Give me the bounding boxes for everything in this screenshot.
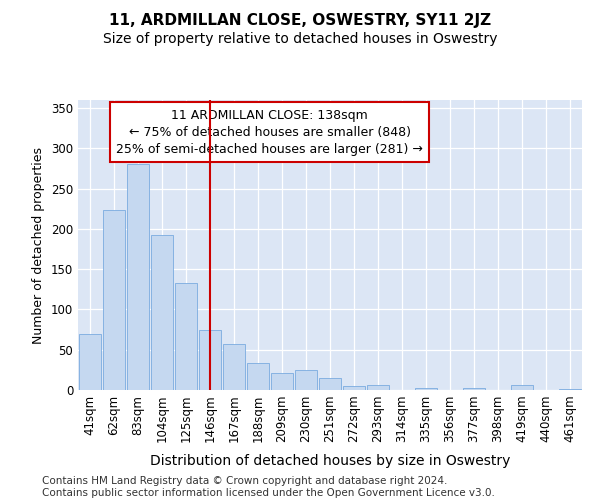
Y-axis label: Number of detached properties: Number of detached properties: [32, 146, 46, 344]
Text: 11, ARDMILLAN CLOSE, OSWESTRY, SY11 2JZ: 11, ARDMILLAN CLOSE, OSWESTRY, SY11 2JZ: [109, 12, 491, 28]
Bar: [319, 378, 341, 390]
Bar: [415, 388, 437, 390]
Text: Contains HM Land Registry data © Crown copyright and database right 2024.
Contai: Contains HM Land Registry data © Crown c…: [42, 476, 495, 498]
Text: 11 ARDMILLAN CLOSE: 138sqm
← 75% of detached houses are smaller (848)
25% of sem: 11 ARDMILLAN CLOSE: 138sqm ← 75% of deta…: [116, 108, 423, 156]
Bar: [127, 164, 149, 390]
Bar: [367, 385, 389, 390]
Bar: [199, 330, 221, 390]
Bar: [463, 388, 485, 390]
Bar: [343, 386, 365, 390]
X-axis label: Distribution of detached houses by size in Oswestry: Distribution of detached houses by size …: [150, 454, 510, 468]
Bar: [511, 385, 533, 390]
Text: Size of property relative to detached houses in Oswestry: Size of property relative to detached ho…: [103, 32, 497, 46]
Bar: [295, 370, 317, 390]
Bar: [151, 236, 173, 390]
Bar: [79, 334, 101, 390]
Bar: [103, 210, 125, 390]
Bar: [271, 373, 293, 390]
Bar: [247, 362, 269, 390]
Bar: [175, 283, 197, 390]
Bar: [223, 344, 245, 390]
Bar: [559, 389, 581, 390]
